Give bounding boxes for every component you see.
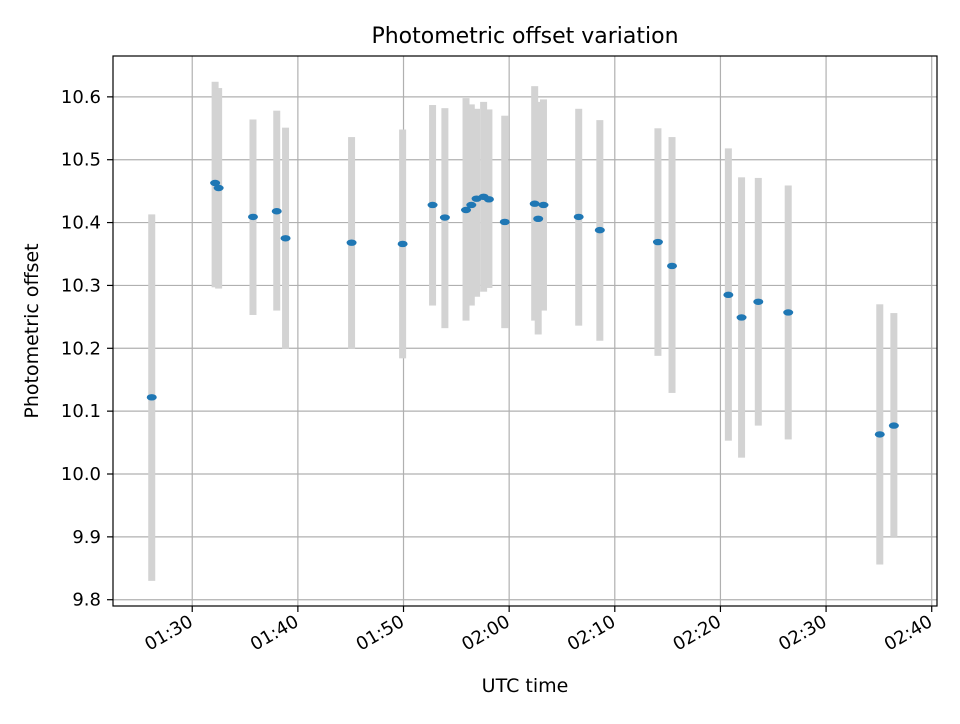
- data-point: [427, 201, 438, 209]
- y-tick-label: 10.1: [61, 401, 101, 422]
- grid-lines: [113, 56, 937, 606]
- data-point: [888, 422, 899, 429]
- data-point: [461, 206, 472, 214]
- data-point: [499, 218, 510, 226]
- y-tick-label: 9.8: [72, 590, 101, 611]
- y-tick-label: 10.0: [61, 464, 101, 485]
- data-point: [483, 196, 494, 203]
- data-point: [538, 201, 549, 209]
- y-tick-label: 10.6: [61, 87, 101, 108]
- y-tick-label: 10.4: [61, 213, 101, 234]
- chart-title: Photometric offset variation: [371, 24, 678, 49]
- data-point: [652, 238, 663, 246]
- y-tick-label: 10.2: [61, 338, 101, 359]
- data-point: [783, 309, 794, 316]
- data-points: [146, 179, 899, 438]
- y-axis-label: Photometric offset: [21, 243, 43, 418]
- data-point: [529, 200, 540, 207]
- data-point: [280, 235, 291, 242]
- y-axis-ticks: 9.8 9.9 10.0 10.1 10.2 10.3 10.4 10.5 10.6: [61, 87, 113, 611]
- data-point: [723, 291, 734, 299]
- data-point: [874, 431, 885, 438]
- data-point: [667, 262, 678, 270]
- data-point: [210, 179, 221, 187]
- y-tick-label: 10.3: [61, 275, 101, 296]
- y-tick-label: 9.9: [72, 527, 101, 548]
- data-point: [397, 240, 408, 248]
- data-point: [439, 214, 450, 221]
- x-axis-label: UTC time: [482, 675, 569, 697]
- data-point: [213, 184, 224, 192]
- y-tick-label: 10.5: [61, 150, 101, 171]
- data-point: [533, 215, 544, 222]
- data-point: [271, 208, 282, 215]
- error-bar: [473, 108, 481, 297]
- data-point: [146, 394, 157, 401]
- plot-frame: [112, 55, 938, 607]
- data-point: [573, 213, 584, 221]
- data-point: [466, 201, 477, 209]
- data-point: [346, 239, 357, 246]
- data-point: [594, 226, 605, 234]
- data-point: [736, 314, 747, 321]
- data-point: [753, 298, 764, 305]
- data-point: [247, 213, 258, 221]
